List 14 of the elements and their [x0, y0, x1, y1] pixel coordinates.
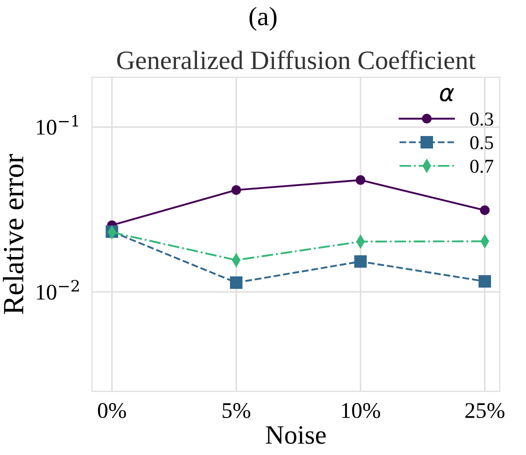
- legend-title: α: [440, 88, 454, 102]
- legend-label: 0.7: [470, 160, 494, 173]
- x-tick-label: 0%: [98, 403, 126, 418]
- y-tick-label: 10$^{−2}$: [36, 280, 79, 300]
- x-tick-label: 10%: [342, 403, 380, 418]
- x-tick-label: 25%: [465, 403, 504, 418]
- x-axis-title: Noise: [266, 426, 326, 444]
- chart-title: Generalized Diffusion Coefficient: [117, 50, 476, 70]
- text: (a): [250, 6, 276, 31]
- legend-label: 0.5: [470, 136, 494, 150]
- y-tick-label: 10$^{−1}$: [36, 114, 78, 135]
- y-axis-title: Relative error: [2, 154, 24, 314]
- legend-label: 0.3: [470, 112, 494, 126]
- x-tick-label: 5%: [222, 403, 250, 418]
